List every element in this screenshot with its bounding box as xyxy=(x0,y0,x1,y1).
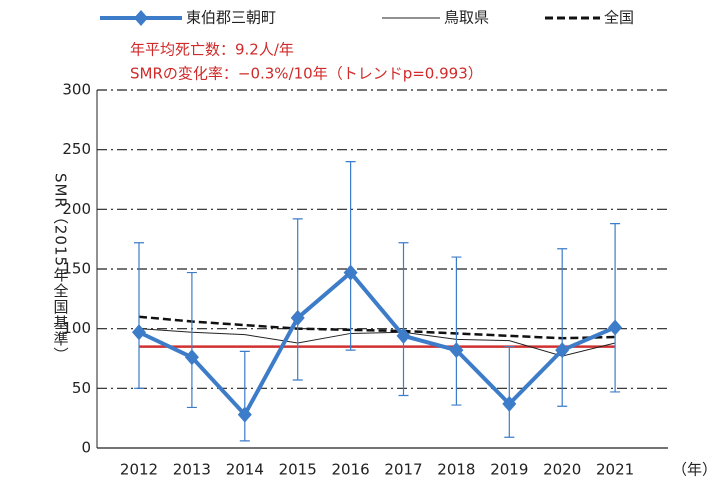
marker xyxy=(132,324,146,341)
marker xyxy=(449,342,464,359)
marker xyxy=(502,395,517,412)
x-tick-label: 2017 xyxy=(384,461,422,479)
x-tick-label: 2019 xyxy=(490,461,528,479)
error-bar xyxy=(504,345,515,438)
error-bar xyxy=(451,256,462,406)
error-bar xyxy=(186,271,197,409)
series-line xyxy=(138,269,616,418)
y-tick-label: 250 xyxy=(62,140,91,158)
legend-label: 鳥取県 xyxy=(444,9,489,27)
legend-marker xyxy=(134,10,148,26)
y-tick-label: 100 xyxy=(62,319,91,337)
y-tick-label: 50 xyxy=(72,379,91,397)
error-bar xyxy=(134,242,144,389)
marker xyxy=(396,327,411,344)
y-tick-label: 300 xyxy=(62,81,91,99)
series-line xyxy=(138,315,616,340)
x-tick-label: 2021 xyxy=(596,461,634,479)
error-bar xyxy=(345,161,356,351)
marker xyxy=(343,264,358,281)
marker xyxy=(290,309,305,326)
y-tick-label: 200 xyxy=(62,200,91,218)
x-tick-label: 2020 xyxy=(543,461,581,479)
marker xyxy=(184,349,199,366)
marker xyxy=(237,406,252,423)
x-tick-label: 2013 xyxy=(173,461,211,479)
x-tick-label: 2016 xyxy=(332,461,370,479)
annotation: 年平均死亡数：9.2人/年 xyxy=(130,41,294,59)
marker xyxy=(555,342,570,359)
y-tick-label: 150 xyxy=(62,260,91,278)
x-tick-label: 2018 xyxy=(437,461,475,479)
error-bar xyxy=(610,223,621,393)
series-line xyxy=(138,328,616,357)
y-tick-label: 0 xyxy=(81,439,91,457)
error-bar xyxy=(292,218,303,381)
legend-label: 全国 xyxy=(604,9,634,27)
error-bar xyxy=(398,242,409,397)
x-tick-label: 2015 xyxy=(279,461,317,479)
x-axis-label: （年） xyxy=(672,461,713,479)
annotation: SMRの変化率：−0.3%/10年（トレンドp=0.993） xyxy=(130,65,483,83)
y-axis-label: SMR（2015年全国基準） xyxy=(52,173,70,363)
error-bar xyxy=(239,350,250,442)
error-bar xyxy=(557,248,568,407)
marker xyxy=(608,319,623,336)
x-tick-label: 2012 xyxy=(120,461,158,479)
x-tick-label: 2014 xyxy=(226,461,264,479)
legend-label: 東伯郡三朝町 xyxy=(186,9,276,27)
